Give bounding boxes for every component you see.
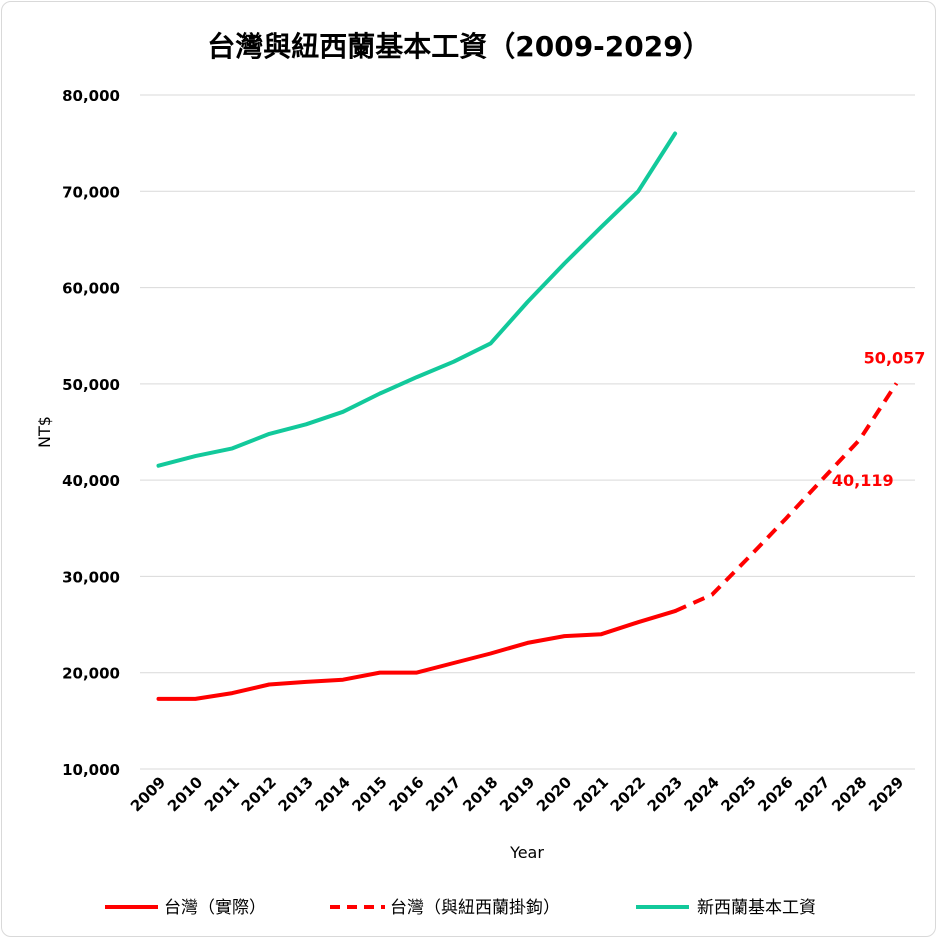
- y-axis-title: NT$: [35, 416, 54, 448]
- legend-label: 台灣（實際）: [164, 898, 266, 918]
- data-label: 40,119: [832, 471, 894, 490]
- x-tick-label: 2024: [681, 773, 723, 815]
- data-labels: 40,119 50,057: [832, 348, 926, 490]
- series-line: [674, 382, 899, 613]
- x-tick-label: 2017: [422, 773, 464, 815]
- legend: 台灣（實際） 台灣（與紐西蘭掛鉤） 新西蘭基本工資: [105, 898, 816, 918]
- y-tick-labels: 10,000 20,000 30,000 40,000 50,000 60,000 70,0…: [62, 87, 120, 779]
- x-tick-label: 2021: [570, 773, 612, 815]
- x-tick-label: 2013: [275, 773, 317, 815]
- data-label: 50,057: [864, 348, 926, 367]
- x-tick-label: 2012: [238, 773, 280, 815]
- y-tick-label: 20,000: [62, 665, 120, 683]
- x-tick-label: 2016: [385, 773, 427, 815]
- y-tick-label: 40,000: [62, 472, 120, 490]
- x-tick-label: 2028: [828, 773, 870, 815]
- x-tick-labels: 2009201020112012201320142015201620172018…: [127, 773, 907, 815]
- y-tick-label: 10,000: [62, 761, 120, 779]
- legend-label: 新西蘭基本工資: [697, 898, 816, 918]
- y-tick-label: 30,000: [62, 568, 120, 586]
- x-tick-label: 2023: [644, 773, 686, 815]
- x-tick-label: 2010: [164, 773, 206, 815]
- y-tick-label: 50,000: [62, 376, 120, 394]
- series-line: [156, 609, 678, 701]
- x-tick-label: 2022: [607, 773, 649, 815]
- legend-label: 台灣（與紐西蘭掛鉤）: [390, 898, 560, 918]
- x-tick-label: 2020: [533, 773, 575, 815]
- x-tick-label: 2025: [718, 773, 760, 815]
- x-tick-label: 2015: [348, 773, 390, 815]
- x-axis-title: Year: [509, 843, 544, 862]
- x-tick-label: 2018: [459, 773, 501, 815]
- gridlines: [140, 94, 915, 770]
- x-tick-label: 2014: [312, 773, 354, 815]
- chart-title: 台灣與紐西蘭基本工資（2009-2029）: [207, 30, 710, 63]
- y-tick-label: 80,000: [62, 87, 120, 105]
- x-tick-label: 2026: [754, 773, 796, 815]
- y-tick-label: 70,000: [62, 183, 120, 201]
- y-tick-label: 60,000: [62, 280, 120, 298]
- x-tick-label: 2027: [791, 773, 833, 815]
- x-tick-label: 2009: [127, 773, 169, 815]
- series-line: [156, 131, 678, 468]
- series-lines: [156, 131, 899, 701]
- x-tick-label: 2029: [865, 773, 907, 815]
- x-tick-label: 2019: [496, 773, 538, 815]
- x-tick-label: 2011: [201, 773, 243, 815]
